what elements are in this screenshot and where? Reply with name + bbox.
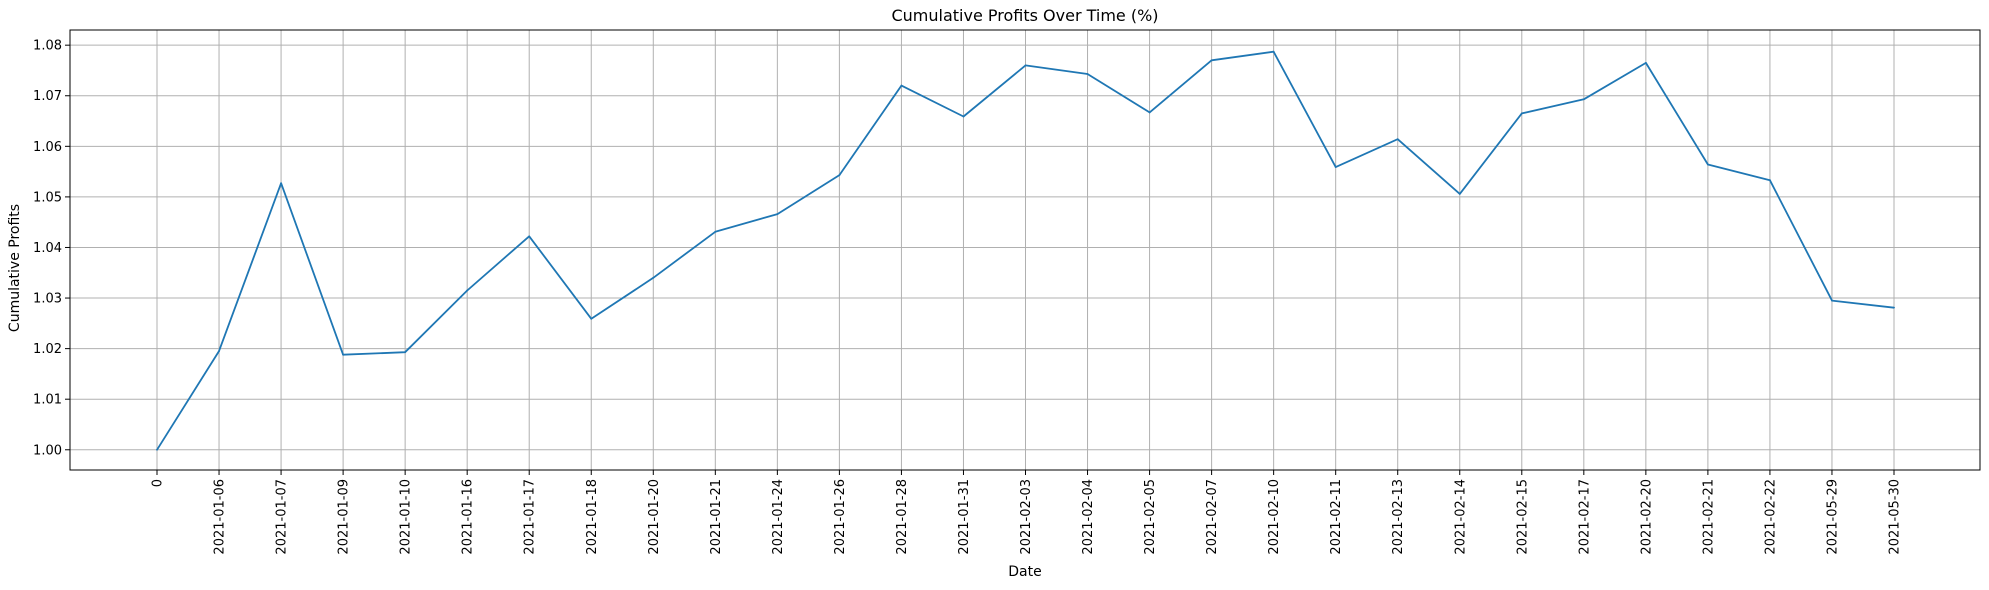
x-tick-label: 2021-01-18 <box>585 479 600 555</box>
data-point <box>900 84 903 87</box>
x-tick-label: 2021-02-11 <box>1329 479 1344 555</box>
x-tick-label: 2021-02-05 <box>1143 479 1158 555</box>
x-tick-label: 2021-02-22 <box>1763 479 1778 555</box>
y-axis-label: Cumulative Profits <box>7 204 23 332</box>
data-point <box>1644 61 1647 64</box>
x-tick-label: 2021-01-21 <box>709 479 724 555</box>
data-point <box>466 289 469 292</box>
x-tick-label: 2021-01-10 <box>399 479 414 555</box>
x-tick-label: 2021-05-30 <box>1888 479 1903 555</box>
data-point <box>1831 299 1833 302</box>
data-point <box>1024 64 1027 67</box>
x-tick-label: 2021-01-17 <box>523 479 538 555</box>
x-tick-label: 2021-02-14 <box>1453 479 1468 555</box>
data-point <box>1769 179 1771 182</box>
data-point <box>1520 112 1523 115</box>
data-point <box>1396 138 1399 141</box>
y-tick-label: 1.00 <box>33 443 62 458</box>
data-point <box>1148 111 1151 114</box>
x-tick-label: 2021-01-26 <box>833 479 848 555</box>
x-tick-label: 2021-02-21 <box>1701 479 1716 555</box>
y-tick-label: 1.05 <box>33 190 62 205</box>
data-point <box>714 230 717 233</box>
x-tick-label: 2021-02-10 <box>1267 479 1282 555</box>
data-point <box>404 351 407 354</box>
data-point <box>218 350 220 353</box>
x-tick-label: 2021-01-24 <box>771 479 786 555</box>
x-tick-label: 2021-01-31 <box>957 479 972 555</box>
x-tick-label: 2021-02-20 <box>1639 479 1654 555</box>
x-tick-label: 2021-01-09 <box>337 479 352 555</box>
data-point <box>156 448 158 451</box>
data-point <box>590 317 593 320</box>
data-point <box>962 115 965 118</box>
x-tick-label: 0 <box>151 479 166 487</box>
x-tick-label: 2021-02-13 <box>1391 479 1406 555</box>
data-point <box>1893 306 1895 309</box>
y-tick-label: 1.01 <box>33 393 62 408</box>
grid <box>70 30 1980 470</box>
x-tick-label: 2021-02-15 <box>1515 479 1530 555</box>
data-point <box>652 276 655 279</box>
x-tick-label: 2021-02-04 <box>1081 479 1096 555</box>
y-axis: 1.00 1.01 1.02 1.03 1.04 1.05 1.06 1.07 1.08 <box>33 39 70 458</box>
data-point <box>1086 73 1089 75</box>
data-point <box>280 182 282 185</box>
data-point <box>528 235 531 238</box>
y-tick-label: 1.06 <box>33 140 62 155</box>
x-tick-label: 2021-02-07 <box>1205 479 1220 555</box>
x-axis-label: Date <box>1008 564 1041 580</box>
x-tick-label: 2021-01-06 <box>213 479 228 555</box>
x-tick-label: 2021-01-20 <box>647 479 662 555</box>
data-point <box>1272 50 1275 53</box>
x-tick-label: 2021-01-07 <box>275 479 290 555</box>
data-point <box>838 174 841 177</box>
y-tick-label: 1.07 <box>33 89 62 104</box>
y-tick-label: 1.02 <box>33 342 62 357</box>
y-tick-label: 1.08 <box>33 39 62 54</box>
data-point <box>1210 59 1213 62</box>
y-tick-label: 1.03 <box>33 292 62 307</box>
data-point <box>776 213 779 215</box>
x-tick-label: 2021-02-03 <box>1019 479 1034 555</box>
series-layer <box>156 50 1895 451</box>
x-axis: 0 2021-01-06 2021-01-07 2021-01-09 2021-01-1… <box>151 470 1903 555</box>
chart-title: Cumulative Profits Over Time (%) <box>891 6 1158 25</box>
x-tick-label: 2021-01-28 <box>895 479 910 555</box>
y-tick-label: 1.04 <box>33 241 62 256</box>
data-point <box>1582 98 1585 101</box>
x-tick-label: 2021-02-17 <box>1577 479 1592 555</box>
data-point <box>1706 163 1709 166</box>
x-tick-label: 2021-01-16 <box>461 479 476 555</box>
data-point <box>342 353 345 356</box>
data-point <box>1334 166 1337 168</box>
data-point <box>1458 192 1461 195</box>
x-tick-label: 2021-05-29 <box>1825 479 1840 555</box>
